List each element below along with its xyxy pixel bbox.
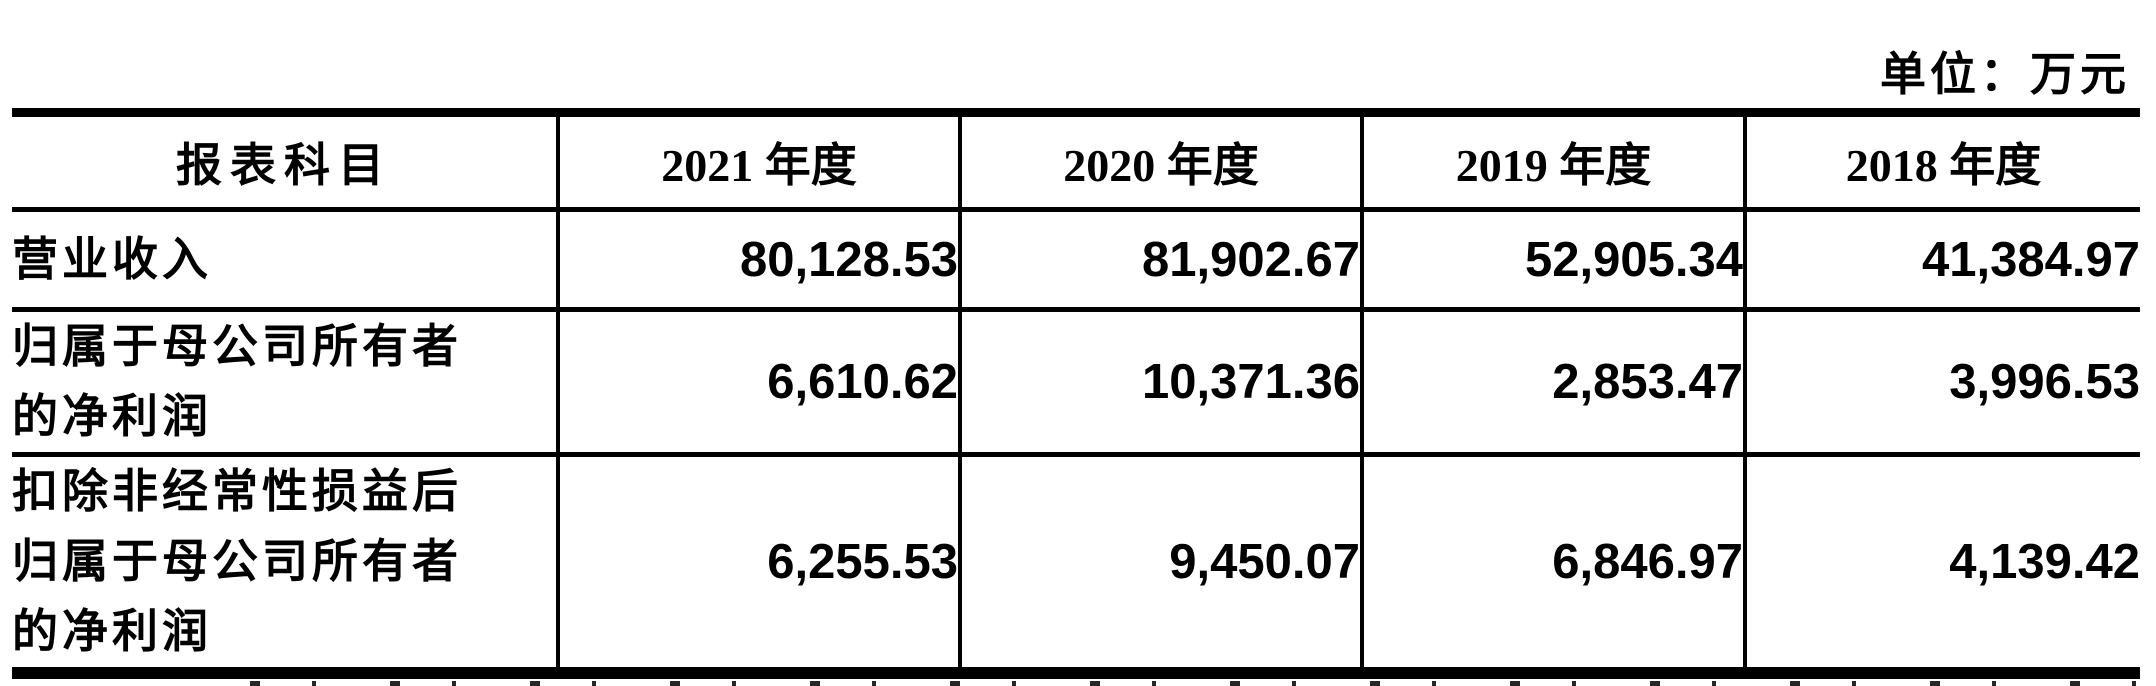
row-label: 扣除非经常性损益后归属于母公司所有者的净利润 — [12, 466, 462, 657]
table-row-operating-revenue: 营业收入 80,128.53 81,902.67 52,905.34 41,38… — [12, 209, 2140, 312]
year-column-header-2018: 2018 年度 — [1743, 112, 2140, 212]
year-column-header-2019: 2019 年度 — [1360, 112, 1745, 212]
clipped-next-row-text-fragments — [250, 681, 2140, 686]
item-column-header: 报表科目 — [12, 112, 558, 212]
year-column-header-2020: 2020 年度 — [958, 112, 1362, 212]
year-column-header-2021: 2021 年度 — [556, 112, 960, 212]
financial-summary-table: 报表科目 2021 年度 2020 年度 2019 年度 2018 年度 营业收… — [12, 108, 2140, 679]
value-cell-2021: 6,610.62 — [556, 309, 960, 457]
row-label: 营业收入 — [12, 233, 212, 285]
row-label-cell: 扣除非经常性损益后归属于母公司所有者的净利润 — [12, 454, 558, 676]
value-cell-2020: 81,902.67 — [958, 209, 1362, 312]
value-cell-2019: 52,905.34 — [1360, 209, 1745, 312]
table-row-net-profit-parent: 归属于母公司所有者的净利润 6,610.62 10,371.36 2,853.4… — [12, 309, 2140, 457]
table-row-net-profit-excl-nonrecurring: 扣除非经常性损益后归属于母公司所有者的净利润 6,255.53 9,450.07… — [12, 454, 2140, 676]
value-cell-2021: 6,255.53 — [556, 454, 960, 676]
value-cell-2020: 9,450.07 — [958, 454, 1362, 676]
value-cell-2019: 2,853.47 — [1360, 309, 1745, 457]
value-cell-2018: 3,996.53 — [1743, 309, 2140, 457]
value-cell-2021: 80,128.53 — [556, 209, 960, 312]
value-cell-2018: 41,384.97 — [1743, 209, 2140, 312]
unit-label: 单位：万元 — [1880, 49, 2130, 100]
row-label-cell: 营业收入 — [12, 209, 558, 312]
value-cell-2019: 6,846.97 — [1360, 454, 1745, 676]
value-cell-2018: 4,139.42 — [1743, 454, 2140, 676]
header-row: 报表科目 2021 年度 2020 年度 2019 年度 2018 年度 — [12, 112, 2140, 212]
value-cell-2020: 10,371.36 — [958, 309, 1362, 457]
row-label-cell: 归属于母公司所有者的净利润 — [12, 309, 558, 457]
row-label: 归属于母公司所有者的净利润 — [12, 321, 462, 442]
